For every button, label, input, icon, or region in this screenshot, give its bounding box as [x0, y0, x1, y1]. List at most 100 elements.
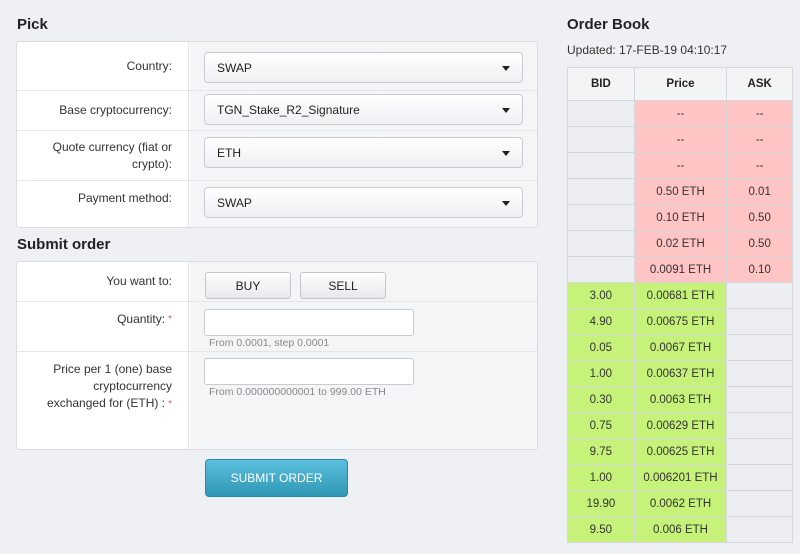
base-currency-label: Base cryptocurrency: [17, 91, 189, 130]
quote-currency-select[interactable]: ETH [204, 137, 523, 168]
ask-header: ASK [726, 67, 793, 101]
quantity-label-wrap: Quantity: * [17, 302, 189, 351]
required-mark: * [168, 314, 172, 325]
ask-cell [726, 516, 793, 543]
price-label: Price per 1 (one) base cryptocurrency ex… [47, 362, 172, 410]
payment-method-select[interactable]: SWAP [204, 187, 523, 218]
ask-cell: 0.01 [726, 178, 793, 205]
chevron-down-icon [502, 201, 510, 206]
price-cell: 0.00629 ETH [633, 412, 728, 439]
ask-cell: -- [726, 152, 793, 179]
base-currency-row: Base cryptocurrency: TGN_Stake_R2_Signat… [17, 91, 537, 131]
required-mark: * [168, 399, 172, 410]
bid-cell [567, 152, 635, 179]
order-book-table: BID Price ASK -- -- -- -- -- -- 0.50 ETH 0.01 0.… [567, 67, 793, 543]
ask-cell [726, 412, 793, 439]
bid-cell [567, 126, 635, 153]
country-select[interactable]: SWAP [204, 52, 523, 83]
price-label-wrap: Price per 1 (one) base cryptocurrency ex… [17, 352, 189, 449]
payment-method-row: Payment method: SWAP [17, 181, 537, 227]
ask-row: -- -- [567, 100, 793, 127]
price-cell: 0.006201 ETH [633, 464, 728, 491]
price-cell: 0.0067 ETH [633, 334, 728, 361]
ask-cell [726, 334, 793, 361]
bid-cell: 9.75 [567, 438, 635, 465]
bid-cell: 1.00 [567, 360, 635, 387]
bid-cell: 3.00 [567, 282, 635, 309]
payment-method-label: Payment method: [17, 181, 189, 227]
ask-cell [726, 308, 793, 335]
price-row: Price per 1 (one) base cryptocurrency ex… [17, 352, 537, 449]
ask-cell: 0.10 [726, 256, 793, 283]
bid-row: 19.90 0.0062 ETH [567, 490, 793, 517]
pick-title: Pick [17, 16, 48, 33]
price-cell: -- [633, 100, 728, 127]
base-currency-value: TGN_Stake_R2_Signature [217, 102, 360, 117]
ask-cell: -- [726, 126, 793, 153]
order-book-body: -- -- -- -- -- -- 0.50 ETH 0.01 0.10 ETH 0.50 0.02… [567, 100, 793, 543]
price-cell: 0.0091 ETH [633, 256, 728, 283]
order-book-title: Order Book [567, 16, 650, 33]
bid-row: 4.90 0.00675 ETH [567, 308, 793, 335]
pick-panel: Country: SWAP Base cryptocurrency: TGN_S… [16, 41, 538, 228]
price-cell: 0.00675 ETH [633, 308, 728, 335]
bid-row: 0.30 0.0063 ETH [567, 386, 793, 413]
bid-cell: 0.05 [567, 334, 635, 361]
sell-button[interactable]: SELL [300, 272, 386, 299]
quantity-label: Quantity: [117, 312, 166, 326]
ask-row: 0.0091 ETH 0.10 [567, 256, 793, 283]
price-cell: 0.50 ETH [633, 178, 728, 205]
ask-row: -- -- [567, 152, 793, 179]
price-cell: 0.00625 ETH [633, 438, 728, 465]
order-book-updated: Updated: 17-FEB-19 04:10:17 [567, 43, 728, 57]
ask-cell: 0.50 [726, 230, 793, 257]
bid-cell: 4.90 [567, 308, 635, 335]
base-currency-select[interactable]: TGN_Stake_R2_Signature [204, 94, 523, 125]
price-cell: 0.0063 ETH [633, 386, 728, 413]
buy-button[interactable]: BUY [205, 272, 291, 299]
quote-currency-label: Quote currency (fiat or crypto): [17, 131, 189, 180]
ask-cell [726, 464, 793, 491]
price-cell: 0.02 ETH [633, 230, 728, 257]
ask-cell: 0.50 [726, 204, 793, 231]
price-cell: 0.006 ETH [633, 516, 728, 543]
bid-cell: 9.50 [567, 516, 635, 543]
bid-row: 0.75 0.00629 ETH [567, 412, 793, 439]
country-row: Country: SWAP [17, 42, 537, 91]
price-cell: 0.10 ETH [633, 204, 728, 231]
bid-cell: 0.30 [567, 386, 635, 413]
country-label: Country: [17, 42, 189, 90]
bid-cell: 19.90 [567, 490, 635, 517]
bid-cell [567, 230, 635, 257]
ask-cell [726, 360, 793, 387]
price-cell: -- [633, 126, 728, 153]
submit-order-panel: You want to: BUY SELL Quantity: * From 0.… [16, 261, 538, 450]
bid-row: 9.50 0.006 ETH [567, 516, 793, 543]
bid-cell: 1.00 [567, 464, 635, 491]
price-cell: 0.0062 ETH [633, 490, 728, 517]
bid-header: BID [567, 67, 635, 101]
quantity-input[interactable] [204, 309, 414, 336]
price-cell: 0.00637 ETH [633, 360, 728, 387]
ask-cell: -- [726, 100, 793, 127]
submit-order-button[interactable]: SUBMIT ORDER [205, 459, 348, 497]
ask-cell [726, 438, 793, 465]
quote-currency-row: Quote currency (fiat or crypto): ETH [17, 131, 537, 181]
bid-row: 1.00 0.00637 ETH [567, 360, 793, 387]
chevron-down-icon [502, 151, 510, 156]
country-value: SWAP [217, 60, 252, 75]
bid-row: 9.75 0.00625 ETH [567, 438, 793, 465]
bid-cell [567, 256, 635, 283]
ask-cell [726, 386, 793, 413]
bid-cell: 0.75 [567, 412, 635, 439]
quantity-row: Quantity: * From 0.0001, step 0.0001 [17, 302, 537, 352]
want-label: You want to: [17, 262, 189, 301]
quantity-hint: From 0.0001, step 0.0001 [209, 337, 330, 349]
chevron-down-icon [502, 108, 510, 113]
price-header: Price [633, 67, 728, 101]
ask-row: -- -- [567, 126, 793, 153]
order-book-header-row: BID Price ASK [567, 67, 793, 101]
bid-row: 0.05 0.0067 ETH [567, 334, 793, 361]
price-input[interactable] [204, 358, 414, 385]
chevron-down-icon [502, 66, 510, 71]
